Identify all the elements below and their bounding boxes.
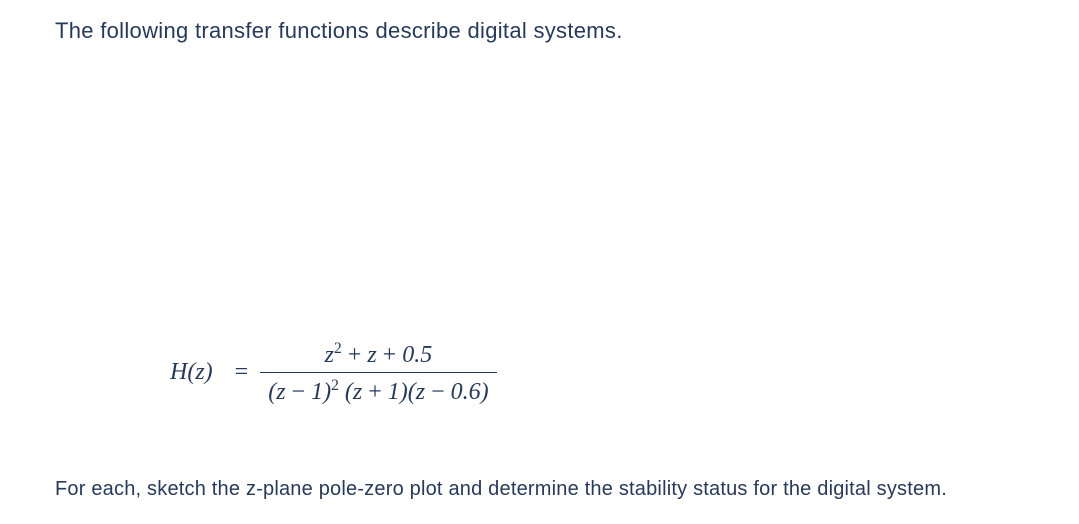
equation-lhs: H(z) — [170, 359, 213, 386]
den-f3-open: ( — [408, 379, 416, 405]
den-f3-close: ) — [481, 379, 489, 405]
den-f3-num: 0.6 — [451, 379, 481, 405]
equals-sign: = — [235, 359, 249, 386]
den-f1-close: ) — [323, 379, 331, 405]
den-f1-open: ( — [268, 379, 276, 405]
num-z: z — [325, 342, 334, 368]
denominator: (z − 1)2 (z + 1)(z − 0.6) — [260, 377, 496, 405]
den-f1-op: − — [292, 379, 306, 405]
den-f1-num: 1 — [311, 379, 323, 405]
fraction-bar — [260, 372, 496, 373]
num-t2: z — [367, 342, 376, 368]
den-f1-var: z — [276, 379, 285, 405]
page: The following transfer functions describ… — [0, 0, 1079, 524]
equation: H(z) = z2 + z + 0.5 (z − 1)2 (z + 1)(z −… — [170, 340, 497, 406]
den-f3-op: − — [431, 379, 445, 405]
den-f2-close: ) — [400, 379, 408, 405]
den-f2-op: + — [368, 379, 382, 405]
num-op2: + — [383, 342, 397, 368]
den-f2-num: 1 — [388, 379, 400, 405]
intro-text: The following transfer functions describ… — [55, 18, 623, 44]
num-op1: + — [348, 342, 362, 368]
num-z-exp: 2 — [334, 340, 342, 357]
den-f1-exp: 2 — [331, 377, 339, 394]
num-t3: 0.5 — [402, 342, 432, 368]
den-f2-var: z — [353, 379, 362, 405]
numerator: z2 + z + 0.5 — [317, 340, 441, 368]
fraction: z2 + z + 0.5 (z − 1)2 (z + 1)(z − 0.6) — [260, 340, 496, 406]
outro-text: For each, sketch the z-plane pole-zero p… — [55, 478, 947, 501]
den-f2-open: ( — [345, 379, 353, 405]
den-f3-var: z — [416, 379, 425, 405]
